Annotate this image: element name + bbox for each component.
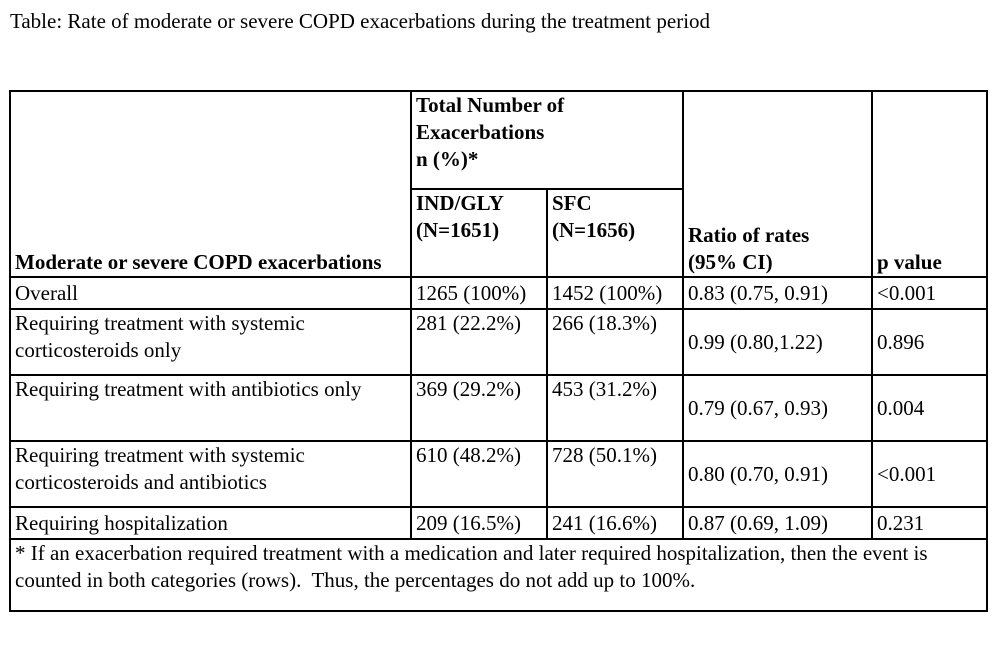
cell-ratio: 0.80 (0.70, 0.91) bbox=[682, 440, 873, 508]
cell-p-value: 0.896 bbox=[871, 308, 988, 376]
cell-sfc: 1452 (100%) bbox=[546, 276, 684, 310]
table-row: Requiring hospitalization 209 (16.5%) 24… bbox=[9, 506, 988, 540]
cell-ratio: 0.87 (0.69, 1.09) bbox=[682, 506, 873, 540]
table-caption: Table: Rate of moderate or severe COPD e… bbox=[10, 9, 711, 33]
cell-ind-gly: 610 (48.2%) bbox=[410, 440, 548, 508]
cell-p-value: <0.001 bbox=[871, 440, 988, 508]
header-p-value: p value bbox=[871, 90, 988, 278]
header-sfc: SFC (N=1656) bbox=[546, 188, 684, 278]
cell-p-value: 0.004 bbox=[871, 374, 988, 442]
footnote: * If an exacerbation required treatment … bbox=[9, 538, 988, 612]
cell-sfc: 728 (50.1%) bbox=[546, 440, 684, 508]
cell-ratio: 0.83 (0.75, 0.91) bbox=[682, 276, 873, 310]
header-row-group: Moderate or severe COPD exacerbations To… bbox=[9, 90, 988, 278]
cell-ind-gly: 281 (22.2%) bbox=[410, 308, 548, 376]
cell-sfc: 266 (18.3%) bbox=[546, 308, 684, 376]
header-row-arms: IND/GLY (N=1651) SFC (N=1656) bbox=[10, 188, 987, 278]
cell-ind-gly: 1265 (100%) bbox=[410, 276, 548, 310]
row-label: Requiring treatment with systemic cortic… bbox=[9, 440, 412, 508]
cell-p-value: <0.001 bbox=[871, 276, 988, 310]
footnote-row: * If an exacerbation required treatment … bbox=[9, 538, 988, 612]
cell-ind-gly: 209 (16.5%) bbox=[410, 506, 548, 540]
exacerbation-table: Moderate or severe COPD exacerbations To… bbox=[9, 90, 988, 612]
row-label: Requiring treatment with antibiotics onl… bbox=[9, 374, 412, 442]
header-row-label: Moderate or severe COPD exacerbations bbox=[9, 90, 412, 278]
cell-sfc: 453 (31.2%) bbox=[546, 374, 684, 442]
table-row: Requiring treatment with systemic cortic… bbox=[9, 308, 988, 376]
header-ind-gly: IND/GLY (N=1651) bbox=[410, 188, 548, 278]
row-label: Requiring hospitalization bbox=[9, 506, 412, 540]
table-row: Requiring treatment with systemic cortic… bbox=[9, 440, 988, 508]
row-label: Overall bbox=[9, 276, 412, 310]
cell-sfc: 241 (16.6%) bbox=[546, 506, 684, 540]
header-ratio-of-rates: Ratio of rates (95% CI) bbox=[682, 90, 873, 278]
cell-ratio: 0.99 (0.80,1.22) bbox=[682, 308, 873, 376]
table-row: Overall 1265 (100%) 1452 (100%) 0.83 (0.… bbox=[9, 276, 988, 310]
table-row: Requiring treatment with antibiotics onl… bbox=[9, 374, 988, 442]
cell-p-value: 0.231 bbox=[871, 506, 988, 540]
cell-ind-gly: 369 (29.2%) bbox=[410, 374, 548, 442]
cell-ratio: 0.79 (0.67, 0.93) bbox=[682, 374, 873, 442]
row-label: Requiring treatment with systemic cortic… bbox=[9, 308, 412, 376]
header-total-exacerbations: Total Number of Exacerbations n (%)* bbox=[410, 90, 684, 190]
